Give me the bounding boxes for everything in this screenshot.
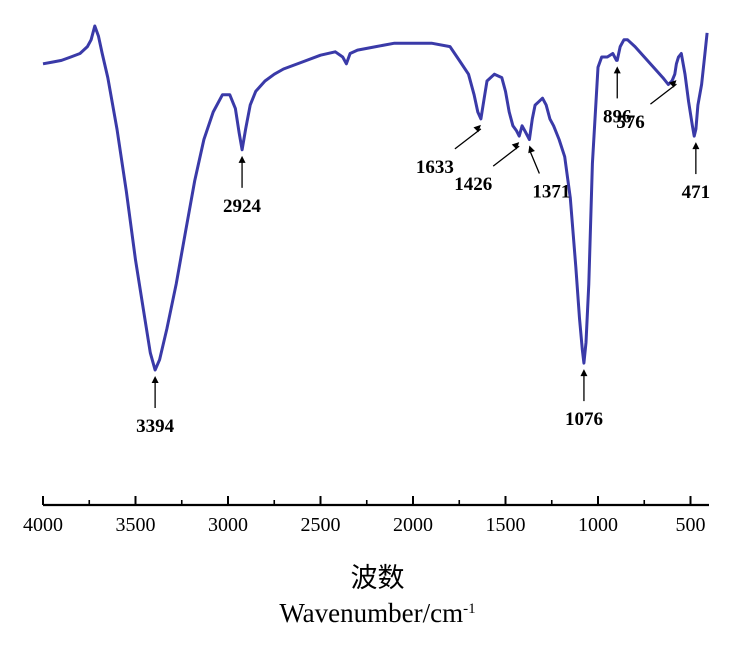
annotation-arrow-head bbox=[669, 80, 677, 88]
annotation-arrow-line bbox=[528, 149, 540, 174]
peak-annotation-2924: 2924 bbox=[223, 155, 262, 217]
annotation-arrow-head bbox=[473, 124, 481, 133]
x-tick-label: 2000 bbox=[393, 514, 433, 536]
peak-annotation-3394: 3394 bbox=[136, 376, 175, 437]
peak-annotation-1076: 1076 bbox=[565, 369, 603, 430]
annotation-arrow-head bbox=[692, 142, 700, 150]
peak-label: 1371 bbox=[532, 182, 570, 203]
annotation-arrow-line bbox=[492, 145, 520, 167]
annotation-arrow-line bbox=[454, 128, 482, 150]
x-tick-label: 4000 bbox=[23, 514, 63, 536]
annotation-arrow-head bbox=[151, 376, 159, 383]
x-axis-title-chinese: 波数 bbox=[350, 563, 405, 594]
x-axis-title-text: Wavenumber/cm bbox=[279, 598, 464, 628]
peak-label: 1426 bbox=[454, 174, 492, 195]
peak-label: 576 bbox=[616, 112, 645, 133]
x-tick-label: 3500 bbox=[116, 514, 156, 536]
peak-annotation-896: 896 bbox=[603, 66, 632, 127]
peak-label: 896 bbox=[603, 106, 632, 127]
x-tick-label: 500 bbox=[676, 514, 706, 536]
peak-annotation-471: 471 bbox=[682, 142, 711, 203]
peak-annotation-576: 576 bbox=[616, 80, 677, 133]
peak-label: 1633 bbox=[416, 157, 454, 178]
peak-label: 3394 bbox=[136, 416, 175, 437]
annotation-arrow-head bbox=[613, 66, 621, 74]
x-tick-label: 3000 bbox=[208, 514, 248, 536]
peak-label: 2924 bbox=[223, 196, 262, 217]
annotation-arrow-head bbox=[528, 145, 535, 154]
peak-annotation-1426: 1426 bbox=[454, 142, 520, 195]
peak-annotation-1371: 1371 bbox=[528, 145, 570, 203]
annotation-arrow-head bbox=[238, 155, 246, 163]
annotation-arrow-head bbox=[511, 142, 520, 150]
annotation-arrow-head bbox=[580, 369, 588, 377]
peak-annotation-1633: 1633 bbox=[416, 124, 482, 178]
annotation-arrow-line bbox=[650, 83, 677, 105]
x-axis-ticks: 4000 3500 3000 2500 2000 1500 1000 500 bbox=[23, 496, 706, 536]
x-tick-label: 2500 bbox=[301, 514, 341, 536]
ir-spectrum-chart: 4000 3500 3000 2500 2000 1500 1000 500 3394 2924… bbox=[23, 24, 710, 536]
spectrum-series bbox=[42, 24, 709, 372]
spectrum-line bbox=[42, 24, 709, 372]
x-tick-label: 1000 bbox=[578, 514, 618, 536]
peak-label: 1076 bbox=[565, 409, 603, 430]
x-axis-title-english: Wavenumber/cm-1 bbox=[0, 598, 755, 629]
x-axis-title-superscript: -1 bbox=[463, 601, 476, 617]
x-tick-label: 1500 bbox=[486, 514, 526, 536]
peak-label: 471 bbox=[682, 182, 711, 203]
